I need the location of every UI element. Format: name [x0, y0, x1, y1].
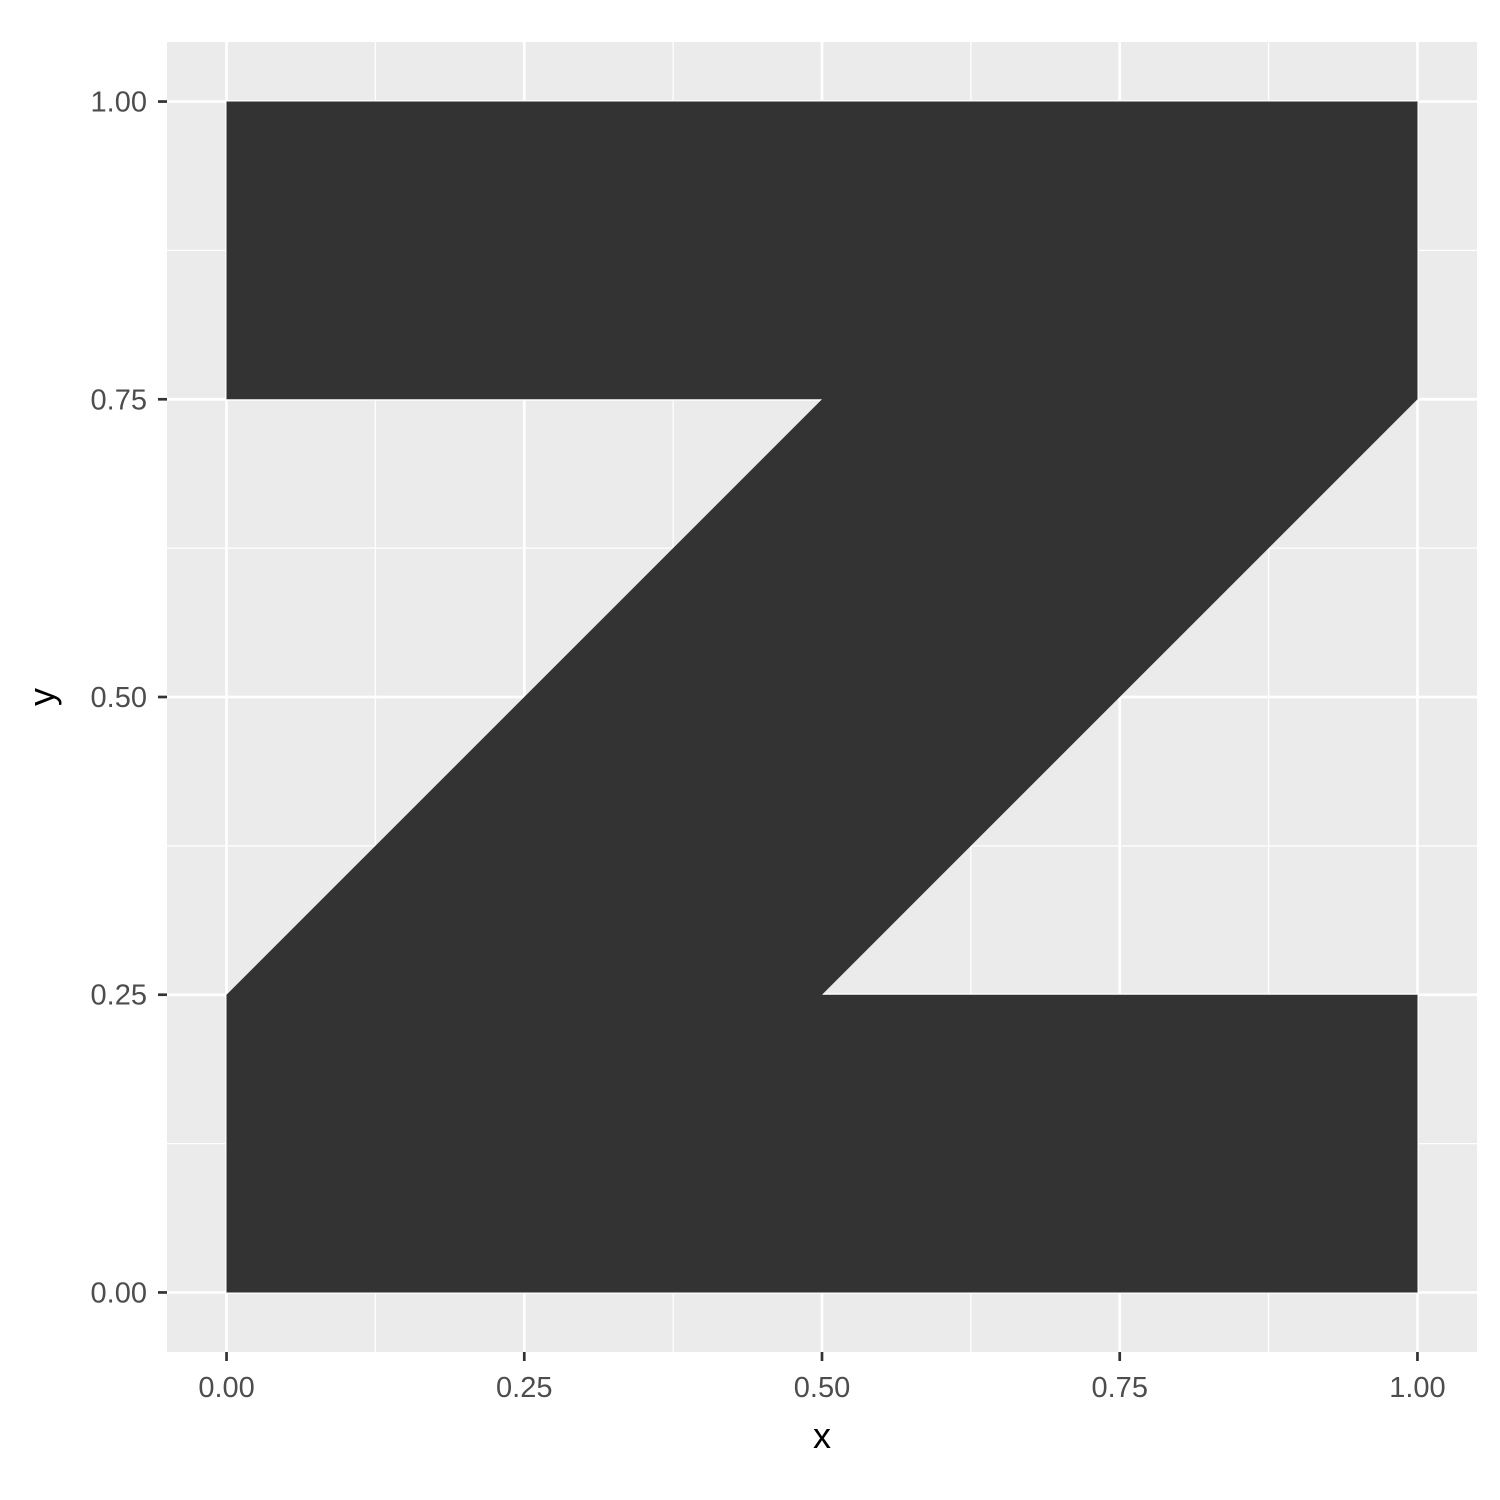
x-tick-label: 0.75: [1092, 1372, 1148, 1404]
y-tick-label: 0.25: [91, 980, 147, 1012]
z-shaped-polygon: [226, 101, 1418, 1293]
x-tick-label: 0.00: [198, 1372, 254, 1404]
y-axis-ticks: 0.00 0.25 0.50 0.75 1.00: [91, 87, 167, 1309]
y-tick-label: 0.50: [91, 682, 147, 714]
x-tick-label: 1.00: [1389, 1372, 1445, 1404]
x-tick-label: 0.25: [496, 1372, 552, 1404]
x-tick-label: 0.50: [794, 1372, 850, 1404]
y-tick-label: 1.00: [91, 87, 147, 119]
y-tick-label: 0.75: [91, 384, 147, 416]
y-tick-label: 0.00: [91, 1277, 147, 1309]
y-axis-title: y: [21, 688, 62, 706]
x-axis-ticks: 0.00 0.25 0.50 0.75 1.00: [198, 1352, 1446, 1404]
x-axis-title: x: [813, 1415, 831, 1456]
